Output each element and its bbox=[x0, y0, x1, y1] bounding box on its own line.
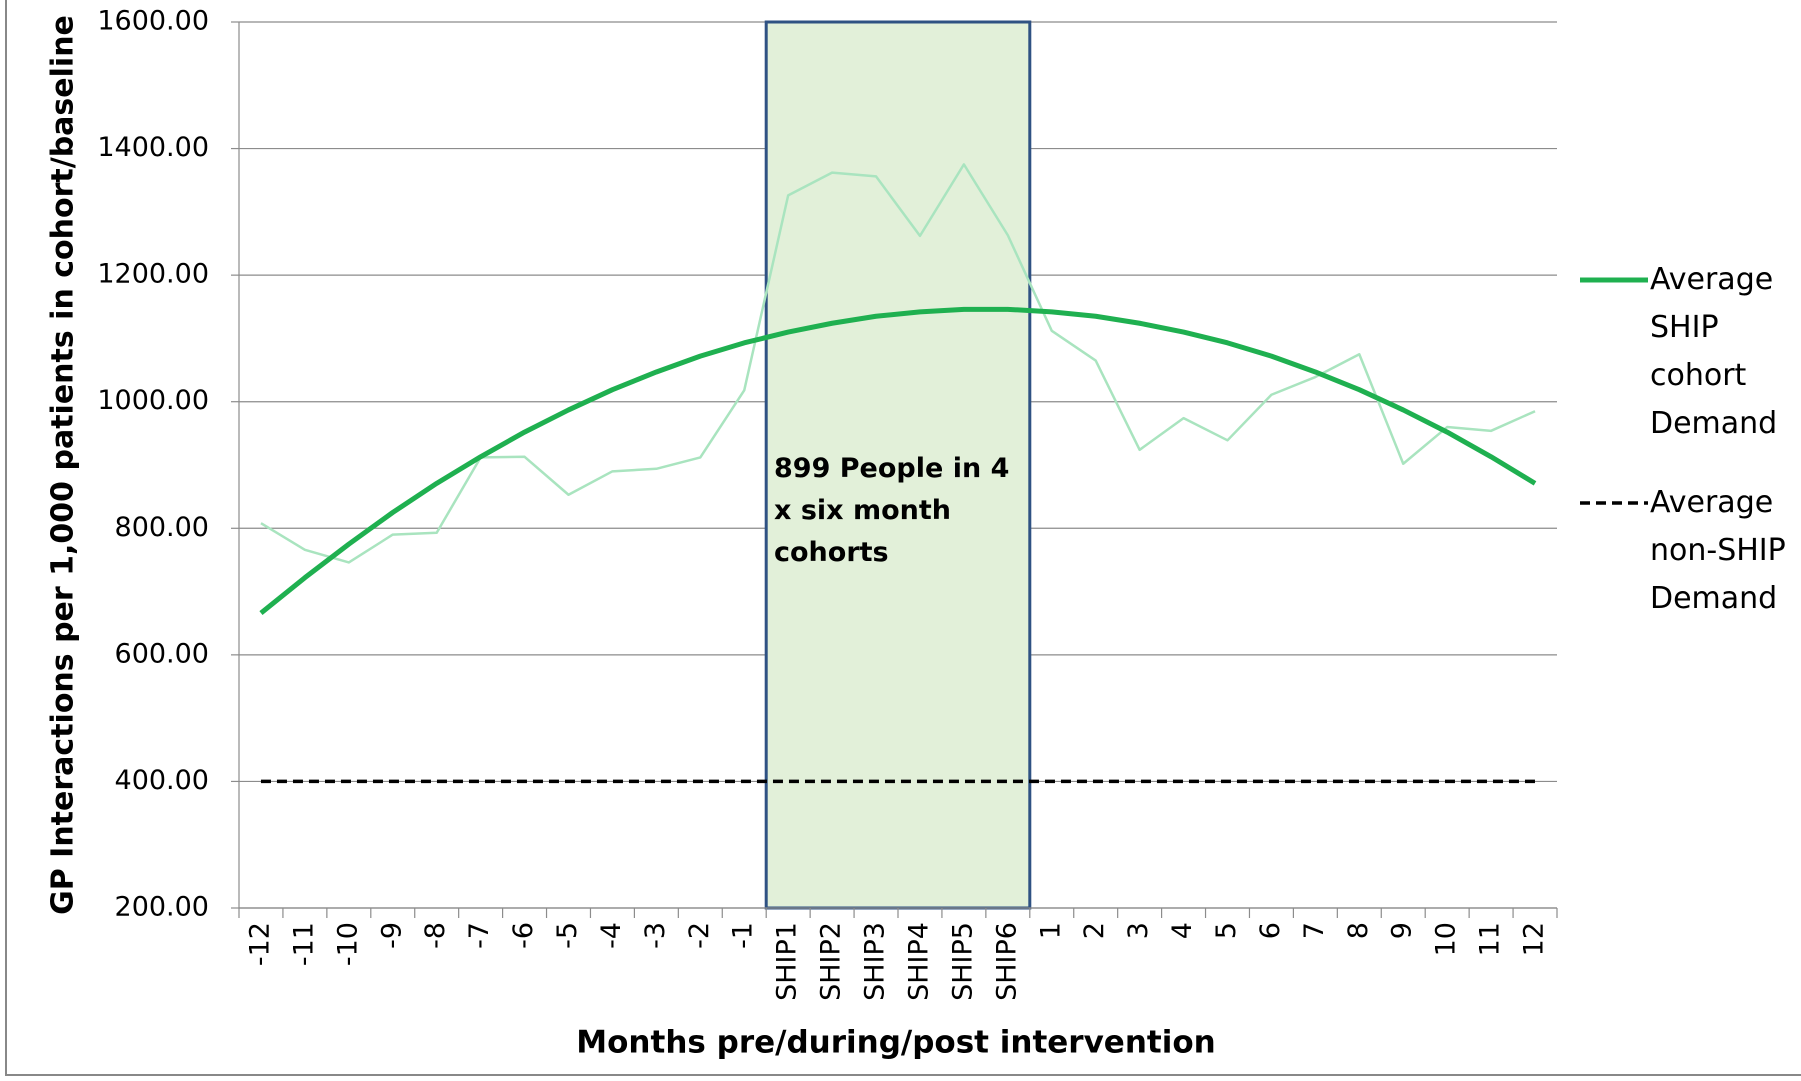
x-tick-label: -3 bbox=[640, 922, 671, 949]
y-tick-label: 1200.00 bbox=[97, 259, 209, 290]
x-tick-label: SHIP2 bbox=[816, 922, 847, 1001]
x-tick-label: SHIP1 bbox=[772, 922, 803, 1001]
x-tick-label: -5 bbox=[552, 922, 583, 949]
x-tick-label: -8 bbox=[420, 922, 451, 949]
x-tick-label: 2 bbox=[1079, 922, 1110, 939]
x-tick-label: 1 bbox=[1035, 922, 1066, 939]
x-tick-label: SHIP4 bbox=[903, 922, 934, 1001]
y-tick-label: 400.00 bbox=[115, 765, 209, 796]
x-tick-label: -10 bbox=[332, 922, 363, 966]
y-tick-label: 1400.00 bbox=[97, 132, 209, 163]
x-tick-label: 12 bbox=[1519, 922, 1550, 956]
x-tick-label: -11 bbox=[288, 922, 319, 966]
x-tick-label: 6 bbox=[1255, 922, 1286, 939]
y-tick-label: 600.00 bbox=[115, 638, 209, 669]
x-tick-label: 11 bbox=[1475, 922, 1506, 956]
y-axis-title: GP Interactions per 1,000 patients in co… bbox=[46, 15, 81, 915]
y-tick-label: 1000.00 bbox=[97, 385, 209, 416]
x-tick-label: SHIP6 bbox=[991, 922, 1022, 1001]
y-tick-label: 200.00 bbox=[115, 892, 209, 923]
x-tick-label: -7 bbox=[464, 922, 495, 949]
x-tick-label: 7 bbox=[1299, 922, 1330, 939]
x-tick-label: 5 bbox=[1211, 922, 1242, 939]
x-axis-title: Months pre/during/post intervention bbox=[576, 1025, 1215, 1061]
x-tick-label: -1 bbox=[728, 922, 759, 949]
x-tick-label: SHIP5 bbox=[947, 922, 978, 1001]
annotation: 899 People in 4 x six month cohorts bbox=[774, 453, 1010, 568]
x-tick-label: SHIP3 bbox=[860, 922, 891, 1001]
legend-label: Average non-SHIP Demand bbox=[1650, 485, 1786, 616]
x-tick-label: 4 bbox=[1167, 922, 1198, 939]
x-tick-label: 3 bbox=[1123, 922, 1154, 939]
x-tick-label: -6 bbox=[508, 922, 539, 949]
x-tick-label: -2 bbox=[684, 922, 715, 949]
y-tick-label: 800.00 bbox=[115, 512, 209, 543]
x-tick-label: 10 bbox=[1431, 922, 1462, 956]
x-tick-label: 8 bbox=[1343, 922, 1374, 939]
y-tick-label: 1600.00 bbox=[97, 6, 209, 37]
series-line bbox=[259, 306, 1537, 616]
x-tick-label: 9 bbox=[1387, 922, 1418, 939]
legend-label: Average SHIP cohort Demand bbox=[1650, 262, 1778, 441]
x-tick-label: -9 bbox=[376, 922, 407, 949]
x-tick-label: -4 bbox=[596, 922, 627, 949]
frame bbox=[5, 0, 1801, 1076]
x-tick-label: -12 bbox=[244, 922, 275, 966]
highlight-region bbox=[764, 20, 1032, 910]
